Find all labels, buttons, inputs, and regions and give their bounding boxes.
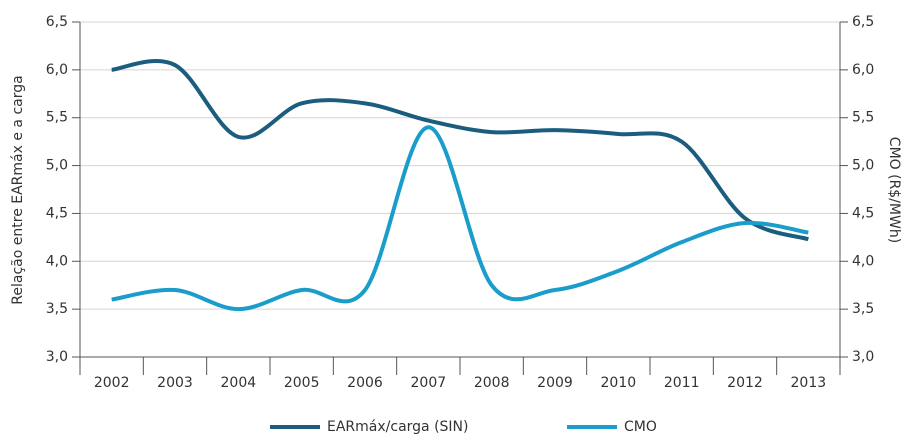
y2-tick-label: 5,0	[852, 158, 874, 174]
y-tick-label: 4,5	[46, 205, 68, 221]
y2-axis-label: CMO (R$/MWh)	[886, 137, 902, 243]
x-tick-label: 2007	[411, 375, 447, 391]
y2-tick-label: 6,5	[852, 14, 874, 30]
y-tick-label: 6,0	[46, 62, 68, 78]
y-tick-label: 4,0	[46, 253, 68, 269]
y-tick-label: 6,5	[46, 14, 68, 30]
y2-tick-label: 4,5	[852, 205, 874, 221]
x-tick-label: 2008	[474, 375, 510, 391]
x-tick-label: 2002	[94, 375, 130, 391]
x-tick-label: 2013	[791, 375, 827, 391]
x-tick-label: 2011	[664, 375, 700, 391]
y-axis-label: Relação entre EARmáx e a carga	[10, 75, 26, 304]
x-tick-label: 2009	[537, 375, 573, 391]
x-tick-label: 2010	[601, 375, 637, 391]
legend-label: EARmáx/carga (SIN)	[327, 419, 468, 435]
x-tick-label: 2005	[284, 375, 320, 391]
y2-tick-label: 6,0	[852, 62, 874, 78]
x-tick-label: 2003	[157, 375, 193, 391]
x-tick-label: 2006	[347, 375, 383, 391]
series-line	[111, 125, 809, 312]
y-tick-label: 5,0	[46, 158, 68, 174]
x-tick-label: 2004	[221, 375, 257, 391]
y2-tick-label: 3,5	[852, 301, 874, 317]
series-line	[111, 59, 809, 242]
legend-label: CMO	[624, 419, 657, 435]
y2-tick-label: 5,5	[852, 110, 874, 126]
y-tick-label: 3,5	[46, 301, 68, 317]
x-tick-label: 2012	[727, 375, 763, 391]
y-tick-label: 3,0	[46, 349, 68, 365]
y2-tick-label: 3,0	[852, 349, 874, 365]
y2-tick-label: 4,0	[852, 253, 874, 269]
y-tick-label: 5,5	[46, 110, 68, 126]
